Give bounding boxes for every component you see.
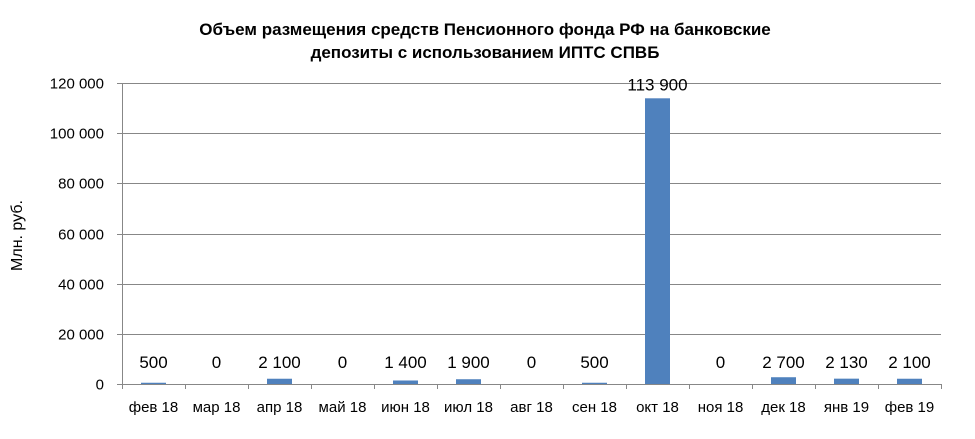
bar-11 (834, 378, 859, 384)
bar-7 (582, 382, 607, 384)
category-label: июн 18 (381, 399, 430, 416)
bar-0 (141, 382, 166, 384)
value-label: 500 (139, 353, 167, 372)
bar-5 (456, 379, 481, 384)
category-label: ноя 18 (698, 399, 744, 416)
bar-8 (645, 98, 670, 384)
y-tick-label: 80 000 (58, 176, 104, 193)
bar-12 (897, 378, 922, 384)
value-label: 113 900 (627, 75, 687, 94)
bar-10 (771, 377, 796, 384)
y-tick-label: 0 (96, 377, 104, 394)
y-axis-title: Млн. руб. (9, 200, 26, 271)
y-tick-label: 120 000 (50, 76, 104, 93)
category-labels: фев 18 мар 18 апр 18 май 18 июн 18 июл 18 авг … (122, 384, 942, 416)
category-label: янв 19 (824, 399, 869, 416)
y-tick-label: 40 000 (58, 277, 104, 294)
bar-2 (267, 378, 292, 384)
chart-title-line-1: Объем размещения средств Пенсионного фон… (199, 20, 771, 39)
value-label: 0 (338, 353, 347, 372)
y-tick-label: 20 000 (58, 327, 104, 344)
chart-title: Объем размещения средств Пенсионного фон… (0, 18, 975, 64)
category-label: апр 18 (257, 399, 303, 416)
category-label: фев 18 (129, 399, 179, 416)
category-label: фев 19 (885, 399, 935, 416)
category-label: авг 18 (510, 399, 553, 416)
bar-4 (393, 380, 418, 384)
y-tick-label: 60 000 (58, 227, 104, 244)
chart-title-line-2: депозиты с использованием ИПТС СПВБ (310, 43, 660, 62)
value-label: 0 (716, 353, 725, 372)
value-label: 2 100 (258, 353, 301, 372)
value-label: 0 (527, 353, 536, 372)
value-label: 1 900 (447, 353, 490, 372)
gridlines (122, 83, 941, 335)
value-label: 0 (212, 353, 221, 372)
category-label: окт 18 (636, 399, 679, 416)
y-tick-label: 100 000 (50, 126, 104, 143)
category-label: июл 18 (444, 399, 493, 416)
value-label: 2 100 (888, 353, 931, 372)
bars (141, 98, 922, 384)
value-label: 1 400 (384, 353, 427, 372)
value-label: 2 700 (762, 353, 805, 372)
value-label: 2 130 (825, 353, 868, 372)
category-label: мар 18 (193, 399, 241, 416)
category-label: сен 18 (572, 399, 617, 416)
category-label: дек 18 (761, 399, 806, 416)
y-axis-ticks: 0 20 000 40 000 60 000 80 000 100 000 120 000 (50, 76, 122, 394)
category-label: май 18 (319, 399, 367, 416)
value-label: 500 (580, 353, 608, 372)
value-labels: 500 0 2 100 0 1 400 1 900 0 500 113 900 0 2 700 2 1… (139, 75, 930, 372)
